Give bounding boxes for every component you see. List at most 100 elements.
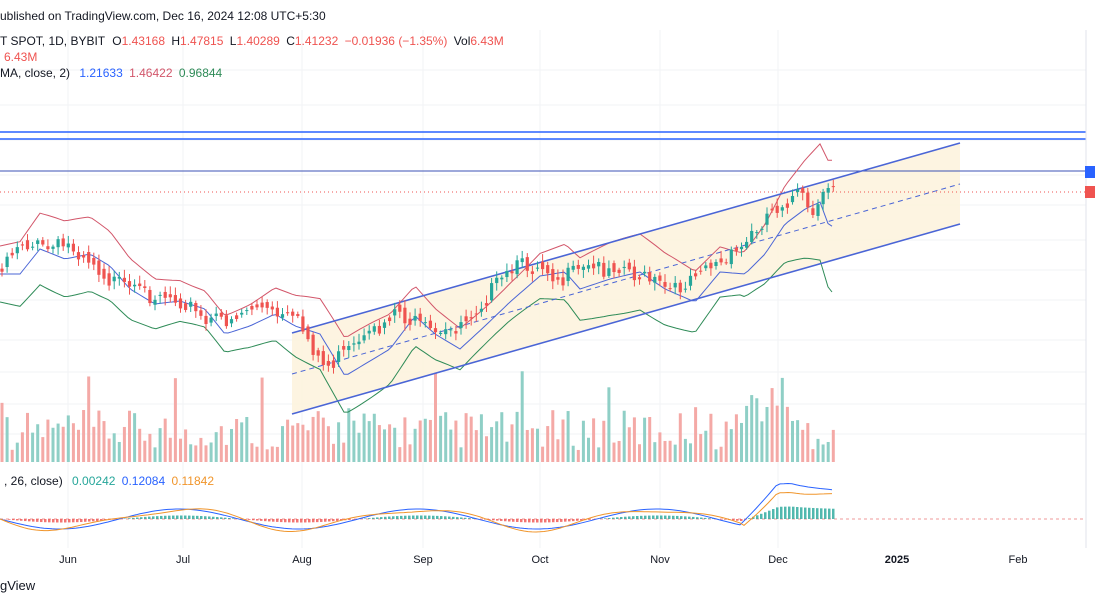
candle-body <box>113 277 116 282</box>
macd-histogram-bar <box>304 519 307 522</box>
volume-bar <box>541 447 544 462</box>
bollinger-legend: MA, close, 2) 1.21633 1.46422 0.96844 <box>0 66 222 80</box>
candle-body <box>296 314 299 316</box>
candle-body <box>97 261 100 275</box>
volume-bar <box>266 449 269 462</box>
volume-bar <box>781 378 784 462</box>
macd-histogram-bar <box>28 519 31 521</box>
volume-bar <box>684 439 687 462</box>
macd-histogram-bar <box>300 519 303 522</box>
candle-body <box>781 207 784 210</box>
candle-body <box>612 263 615 272</box>
candle-body <box>138 284 141 286</box>
candle-body <box>128 281 131 287</box>
macd-histogram-bar <box>536 519 539 522</box>
macd-histogram-bar <box>364 518 367 519</box>
candle-body <box>266 302 269 308</box>
candle-body <box>21 244 24 245</box>
candle-body <box>730 250 733 265</box>
macd-histogram-bar <box>796 507 799 519</box>
candle-body <box>235 315 238 319</box>
volume-bar <box>465 413 468 462</box>
candle-body <box>291 312 294 316</box>
candle-body <box>648 272 651 281</box>
candle-body <box>827 188 830 193</box>
volume-bar <box>709 414 712 462</box>
macd-histogram-bar <box>544 519 547 522</box>
published-note: ublished on TradingView.com, Dec 16, 202… <box>0 9 326 23</box>
macd-histogram-bar <box>36 519 39 522</box>
macd-histogram-bar <box>780 507 783 519</box>
macd-name[interactable]: , 26, close) <box>4 474 63 488</box>
volume-bar <box>653 442 656 462</box>
volume-bar <box>567 411 570 462</box>
macd-histogram-bar <box>92 519 95 521</box>
candle-body <box>500 278 503 280</box>
volume-bar <box>704 431 707 462</box>
candle-body <box>199 310 202 316</box>
macd-histogram-bar <box>528 519 531 522</box>
candle-body <box>516 260 519 274</box>
volume-bar <box>72 423 75 462</box>
candle-body <box>414 316 417 321</box>
candle-body <box>312 335 315 355</box>
macd-histogram-bar <box>820 508 823 519</box>
macd-histogram-bar <box>208 516 211 519</box>
volume-bar <box>505 442 508 462</box>
candle-body <box>102 269 105 279</box>
volume-bar <box>755 398 758 462</box>
candle-body <box>638 277 641 279</box>
candle-body <box>16 247 19 253</box>
volume-bar <box>444 412 447 462</box>
macd-histogram-bar <box>44 519 47 522</box>
candle-body <box>546 265 549 273</box>
macd-histogram-bar <box>764 512 767 519</box>
volume-bar <box>378 425 381 462</box>
macd-histogram-bar <box>320 519 323 522</box>
macd-histogram-bar <box>540 519 543 522</box>
volume-bar <box>291 426 294 462</box>
macd-signal-value: 0.11842 <box>172 474 215 488</box>
macd-histogram-bar <box>8 519 11 520</box>
x-tick-label: 2025 <box>885 554 909 566</box>
bb-name[interactable]: MA, close, 2) <box>0 66 70 80</box>
macd-histogram-bar <box>268 519 271 521</box>
volume-bar <box>307 430 310 462</box>
volume-bar <box>281 426 284 462</box>
volume-bar <box>409 444 412 462</box>
macd-histogram-bar <box>756 515 759 519</box>
volume-bar <box>470 417 473 462</box>
candle-body <box>250 306 253 310</box>
candle-body <box>306 326 309 339</box>
macd-histogram-bar <box>248 519 251 520</box>
candle-body <box>643 272 646 274</box>
macd-histogram-bar <box>312 519 315 522</box>
symbol-label[interactable]: T SPOT, 1D, BYBIT <box>0 34 105 48</box>
volume-bar <box>623 411 626 462</box>
macd-histogram-bar <box>420 516 423 519</box>
candle-body <box>536 268 539 269</box>
candle-body <box>261 303 264 308</box>
volume-bar <box>388 424 391 462</box>
macd-histogram-bar <box>680 516 683 519</box>
volume-bar <box>791 421 794 462</box>
volume-bar <box>286 420 289 462</box>
macd-histogram-bar <box>72 519 75 522</box>
x-tick-label: Nov <box>650 554 670 566</box>
macd-histogram-bar <box>84 519 87 522</box>
macd-histogram-bar <box>788 507 791 519</box>
macd-line <box>0 484 832 530</box>
candle-body <box>495 278 498 283</box>
macd-histogram-bar <box>444 516 447 519</box>
macd-histogram-bar <box>272 519 275 522</box>
macd-histogram-bar <box>424 516 427 519</box>
candle-body <box>510 271 513 273</box>
time-axis[interactable]: Jun Jul Aug Sep Oct Nov Dec 2025 Feb <box>59 554 1027 566</box>
volume-bar <box>822 444 825 462</box>
candle-body <box>475 313 478 314</box>
candle-body <box>337 351 340 362</box>
candle-body <box>398 305 401 312</box>
candle-body <box>108 273 111 285</box>
macd-histogram-bar <box>172 516 175 519</box>
